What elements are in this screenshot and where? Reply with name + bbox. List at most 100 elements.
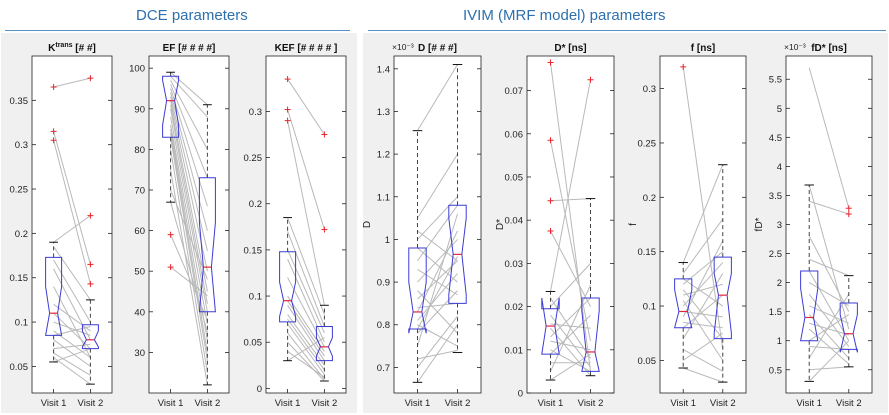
- chart-title: KEF [# # # # ]: [275, 43, 338, 54]
- subject-pair-line: [809, 258, 849, 277]
- subject-pair-line: [417, 273, 458, 321]
- subject-pair-line: [417, 239, 458, 283]
- y-tick-label: 0.9: [377, 278, 390, 289]
- y-axis-label: D*: [495, 219, 506, 230]
- subject-pair-line: [53, 348, 91, 363]
- chart-title-units: [# #]: [73, 43, 96, 54]
- dce-section-title: DCE parameters: [136, 7, 248, 24]
- subject-pair-line: [417, 230, 458, 262]
- subject-pair-line: [808, 293, 850, 359]
- subject-pair-line: [287, 249, 325, 334]
- y-tick-label: 0.05: [638, 356, 657, 367]
- y-tick-label: 1.5: [769, 307, 782, 318]
- y-tick-label: 0.25: [10, 185, 29, 196]
- outlier-marker: [845, 205, 852, 212]
- subject-pair-line: [170, 202, 208, 333]
- subject-pair-line: [53, 77, 91, 88]
- subject-pair-line: [550, 284, 591, 372]
- subject-pair-line: [682, 66, 724, 350]
- notched-box: [800, 270, 819, 342]
- chart-6: 0.05 0.1 0.15 0.2 0.25 0.3 Visit 1 Visit 2 f [ns…: [628, 43, 747, 409]
- notched-box: [713, 256, 732, 340]
- outlier-marker: [547, 137, 554, 144]
- y-axis-label: fD*: [754, 217, 765, 231]
- subject-pair-line: [53, 303, 91, 332]
- outlier-marker: [87, 280, 94, 287]
- y-tick-label: 0.3: [249, 107, 262, 118]
- y-tick-label: 0.3: [15, 140, 28, 151]
- subject-pair-line: [53, 352, 91, 376]
- chart-1: 0.05 0.1 0.15 0.2 0.25 0.3 0.35 Visit 1 Visit 2 K…: [10, 42, 113, 409]
- axis-exponent: ×10⁻³: [784, 42, 806, 52]
- subject-pair-line: [808, 328, 850, 365]
- subject-pair-line: [287, 318, 325, 371]
- outlier-marker: [50, 137, 57, 144]
- notched-box: [81, 324, 99, 350]
- ivim-section-rule: [368, 30, 886, 31]
- y-tick-label: 4.5: [769, 133, 782, 144]
- y-tick-label: 0.05: [10, 362, 29, 373]
- notched-box: [408, 247, 427, 334]
- y-tick-label: 0.7: [377, 363, 390, 374]
- y-tick-label: 0: [518, 389, 523, 400]
- outlier-marker: [87, 261, 94, 268]
- y-tick-label: 1.1: [377, 192, 390, 203]
- y-tick-label: 0.02: [505, 302, 524, 313]
- chart-title: D* [ns]: [554, 43, 586, 54]
- chart-title: fD* [ns]: [811, 43, 847, 54]
- subject-pair-line: [170, 234, 208, 321]
- y-tick-label: 5.5: [769, 75, 782, 86]
- plot-frame: [393, 55, 482, 394]
- subject-pair-line: [417, 290, 458, 334]
- notched-box: [541, 297, 560, 355]
- subject-pair-line: [170, 189, 208, 280]
- subject-pair-line: [808, 235, 850, 312]
- subject-pair-line: [808, 282, 850, 307]
- x-tick-label: Visit 1: [796, 398, 822, 409]
- notched-box: [45, 256, 63, 336]
- subject-pair-line: [682, 278, 724, 307]
- notched-box: [198, 177, 216, 313]
- notched-box: [448, 204, 467, 304]
- y-tick-label: 0.05: [505, 172, 524, 183]
- outlier-marker: [587, 76, 594, 83]
- subject-pair-line: [53, 140, 91, 285]
- outlier-marker: [167, 264, 174, 271]
- x-tick-label: Visit 1: [670, 398, 696, 409]
- y-tick-label: 0.07: [505, 86, 524, 97]
- y-tick-label: 0: [257, 384, 262, 395]
- subject-pair-line: [682, 349, 724, 372]
- x-tick-label: Visit 2: [836, 398, 862, 409]
- outlier-marker: [284, 106, 291, 113]
- x-tick-label: Visit 2: [78, 398, 104, 409]
- subject-pair-line: [682, 332, 724, 361]
- y-tick-label: 1.3: [377, 107, 390, 118]
- subject-pair-line: [53, 259, 91, 323]
- ivim-section-title: IVIM (MRF model) parameters: [463, 7, 666, 24]
- subject-pair-line: [53, 246, 91, 301]
- outlier-marker: [547, 227, 554, 234]
- subject-pair-line: [683, 321, 723, 329]
- subject-pair-line: [287, 217, 325, 315]
- subject-pair-line: [417, 268, 458, 296]
- notched-box: [162, 75, 180, 138]
- chart-7: 0.5 1 1.5 2 2.5 3 3.5 4 4.5 5 5.5 Visit 1 Visit 2 fD*…: [754, 42, 873, 409]
- subject-pair-line: [170, 84, 208, 178]
- outlier-marker: [50, 128, 57, 135]
- chart-title: Ktrans [# #]: [48, 42, 96, 54]
- outlier-marker: [284, 117, 291, 124]
- chart-title-superscript: trans: [55, 42, 72, 49]
- axis-exponent: ×10⁻³: [392, 42, 414, 52]
- subject-pair-line: [682, 294, 724, 329]
- x-tick-label: Visit 1: [538, 398, 564, 409]
- subject-pair-line: [287, 120, 325, 306]
- outlier-marker: [547, 197, 554, 204]
- y-tick-label: 0.2: [249, 199, 262, 210]
- subject-pair-line: [550, 353, 591, 381]
- subject-pair-line: [808, 314, 850, 342]
- x-tick-label: Visit 2: [312, 398, 338, 409]
- outlier-marker: [87, 75, 94, 82]
- x-tick-label: Visit 1: [275, 398, 301, 409]
- subject-pair-line: [417, 349, 458, 360]
- subject-pair-line: [808, 270, 850, 341]
